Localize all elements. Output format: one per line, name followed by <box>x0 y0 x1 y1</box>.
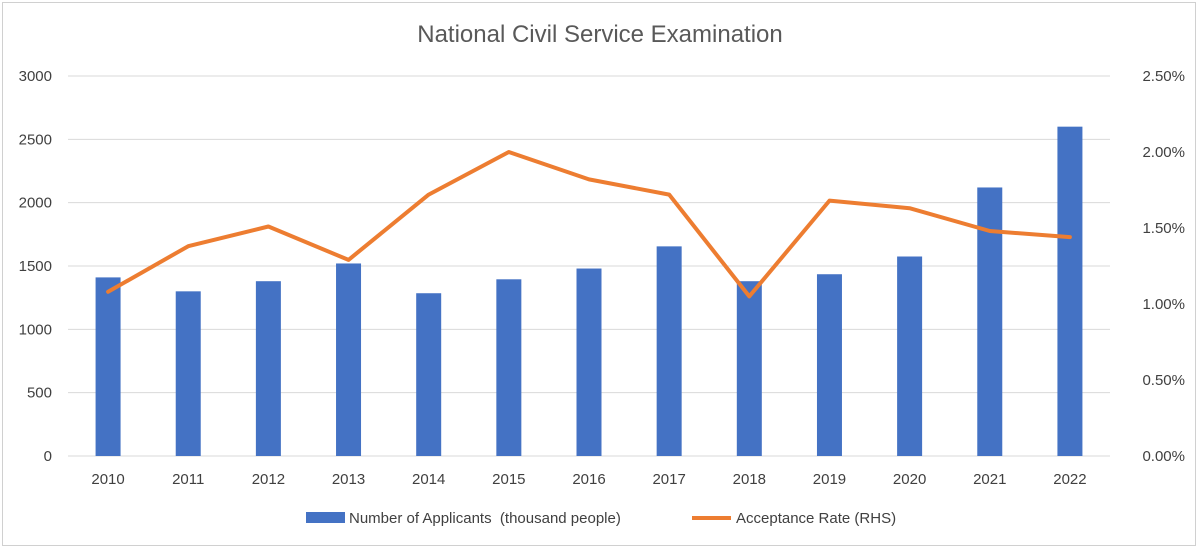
legend-label-acceptance-rate: Acceptance Rate (RHS) <box>736 510 896 527</box>
chart-title: National Civil Service Examination <box>417 21 782 48</box>
x-tick-label: 2021 <box>973 471 1006 488</box>
x-tick-label: 2022 <box>1053 471 1086 488</box>
x-tick-label: 2013 <box>332 471 365 488</box>
bar-2010 <box>95 277 121 456</box>
legend-label-applicants: Number of Applicants (thousand people) <box>349 510 621 527</box>
right-tick-label: 2.50% <box>1142 68 1185 85</box>
x-tick-label: 2010 <box>91 471 124 488</box>
left-tick-label: 3000 <box>19 68 52 85</box>
x-tick-label: 2018 <box>733 471 766 488</box>
bar-2019 <box>816 274 842 456</box>
x-tick-label: 2017 <box>652 471 685 488</box>
bar-2015 <box>496 279 522 456</box>
right-tick-label: 1.00% <box>1142 296 1185 313</box>
bar-2017 <box>656 246 682 456</box>
x-tick-label: 2012 <box>252 471 285 488</box>
legend: Number of Applicants (thousand people) A… <box>306 510 896 527</box>
bar-2013 <box>336 263 362 456</box>
left-tick-label: 2500 <box>19 131 52 148</box>
legend-swatch-applicants <box>306 512 345 523</box>
bar-series <box>95 126 1083 457</box>
left-tick-label: 0 <box>44 448 52 465</box>
x-tick-label: 2016 <box>572 471 605 488</box>
bar-2018 <box>736 281 762 456</box>
bar-2016 <box>576 268 602 456</box>
bar-2020 <box>897 256 923 456</box>
right-axis-ticks: 0.00% 0.50% 1.00% 1.50% 2.00% 2.50% <box>1142 68 1185 465</box>
left-tick-label: 500 <box>27 385 52 402</box>
x-tick-label: 2015 <box>492 471 525 488</box>
bar-2014 <box>416 293 442 456</box>
bar-2022 <box>1057 126 1083 457</box>
left-tick-label: 1500 <box>19 258 52 275</box>
line-series <box>106 150 1072 299</box>
right-tick-label: 0.00% <box>1142 448 1185 465</box>
bar-2012 <box>255 281 281 456</box>
left-tick-label: 1000 <box>19 321 52 338</box>
x-tick-label: 2014 <box>412 471 445 488</box>
x-tick-label: 2020 <box>893 471 926 488</box>
x-axis-ticks: 2010 2011 2012 2013 2014 2015 2016 2017 2018 2019… <box>91 471 1086 488</box>
right-tick-label: 1.50% <box>1142 220 1185 237</box>
right-tick-label: 2.00% <box>1142 144 1185 161</box>
bar-2011 <box>175 291 201 456</box>
x-tick-label: 2011 <box>172 471 204 488</box>
x-tick-label: 2019 <box>813 471 846 488</box>
gridlines <box>68 75 1110 457</box>
right-tick-label: 0.50% <box>1142 372 1185 389</box>
left-tick-label: 2000 <box>19 195 52 212</box>
left-axis-ticks: 0 500 1000 1500 2000 2500 3000 <box>19 68 52 465</box>
